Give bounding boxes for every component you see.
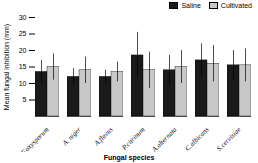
svg-text:P.citrinum: P.citrinum — [120, 126, 147, 152]
svg-text:Mean fungal inhibition (mm): Mean fungal inhibition (mm) — [3, 24, 11, 110]
svg-text:25: 25 — [19, 30, 27, 37]
svg-text:A.flavus: A.flavus — [92, 125, 115, 148]
svg-text:30: 30 — [19, 14, 27, 21]
svg-text:15: 15 — [19, 63, 27, 70]
svg-text:5: 5 — [23, 96, 27, 103]
svg-text:10: 10 — [19, 80, 27, 87]
html-text:Cultivated: Cultivated — [220, 2, 252, 9]
svg-text:20: 20 — [19, 47, 27, 54]
html-text:Saline: Saline — [181, 2, 201, 9]
svg-text:F.oxysporum: F.oxysporum — [19, 126, 51, 152]
svg-text:A. niger: A. niger — [60, 125, 83, 148]
svg-text:A.alternata: A.alternata — [150, 125, 179, 152]
svg-text:S.cervisiae: S.cervisiae — [215, 126, 242, 152]
html-text:Fungal species: Fungal species — [103, 154, 155, 161]
svg-text:C.albicans: C.albicans — [184, 125, 211, 152]
